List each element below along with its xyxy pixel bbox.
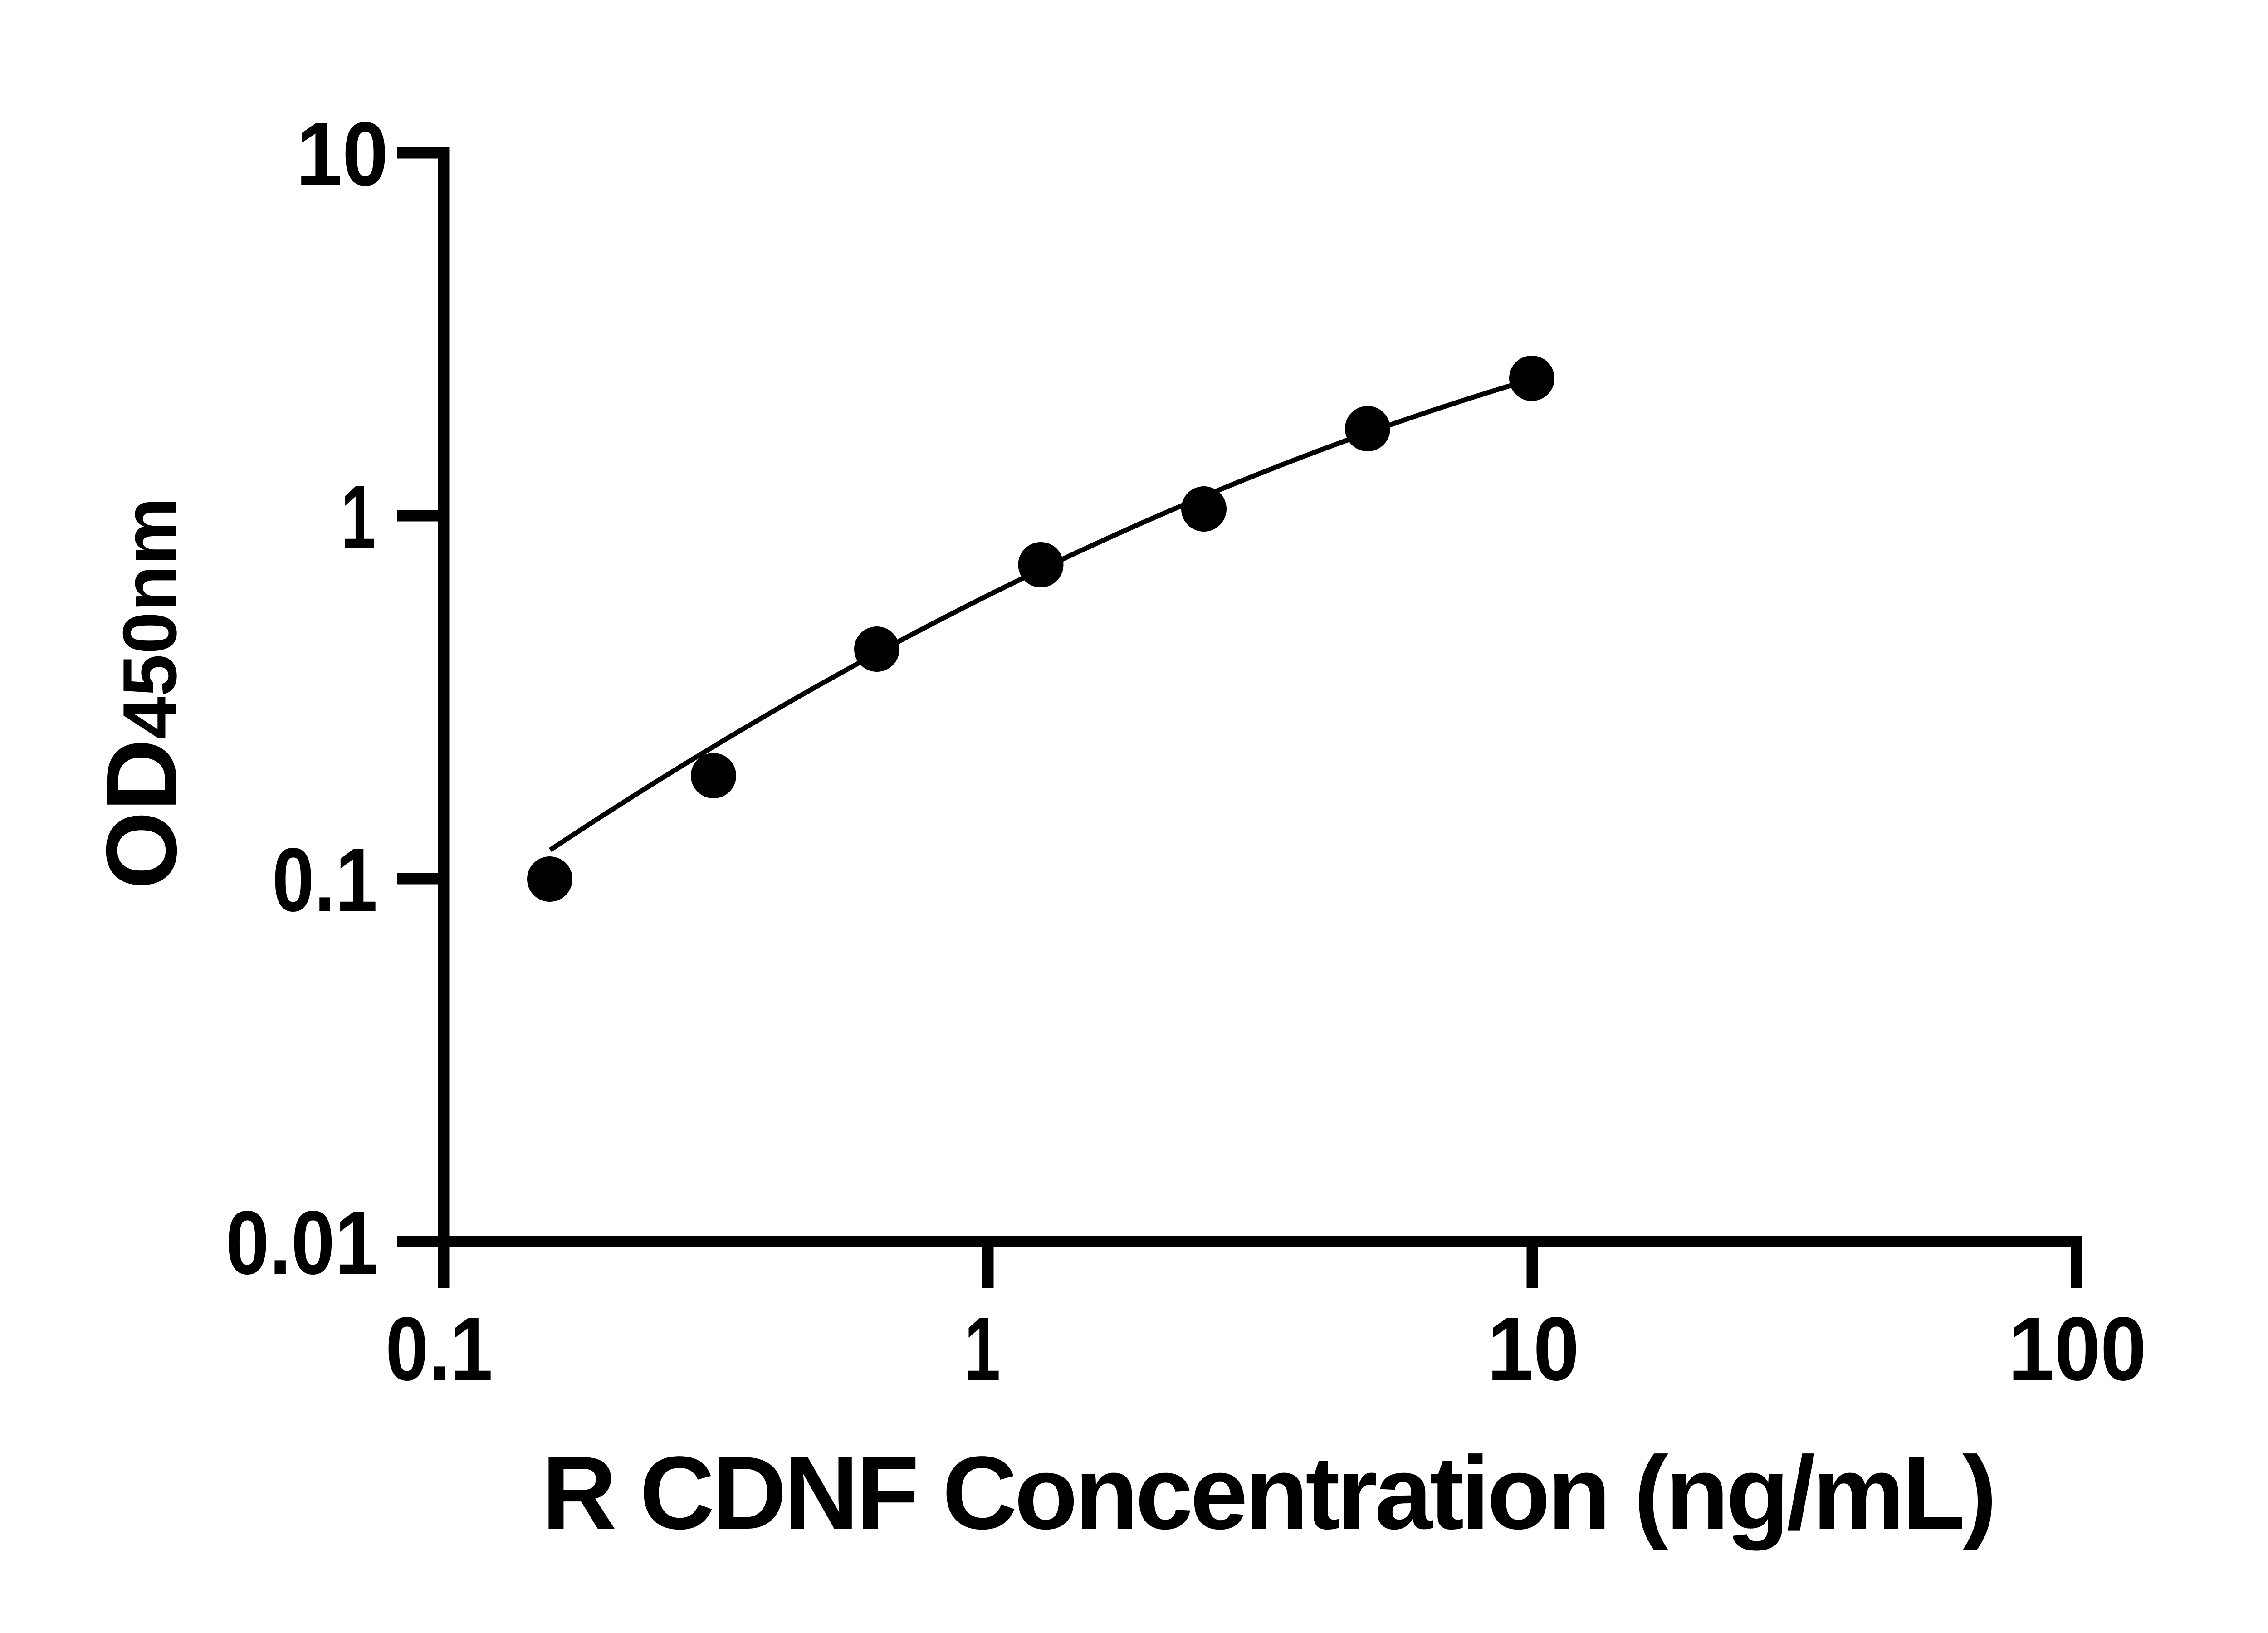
svg-text:10: 10 (1487, 1299, 1579, 1399)
svg-text:10: 10 (296, 104, 389, 205)
svg-text:R CDNF Concentration (ng/mL): R CDNF Concentration (ng/mL) (542, 1435, 1994, 1551)
svg-text:0.1: 0.1 (386, 1299, 493, 1399)
svg-text:1: 1 (341, 467, 376, 567)
svg-text:0.1: 0.1 (272, 830, 377, 930)
svg-text:100: 100 (2008, 1299, 2146, 1399)
svg-text:OD450nm: OD450nm (85, 498, 197, 890)
svg-text:0.01: 0.01 (225, 1193, 378, 1293)
svg-text:1: 1 (964, 1299, 1001, 1399)
